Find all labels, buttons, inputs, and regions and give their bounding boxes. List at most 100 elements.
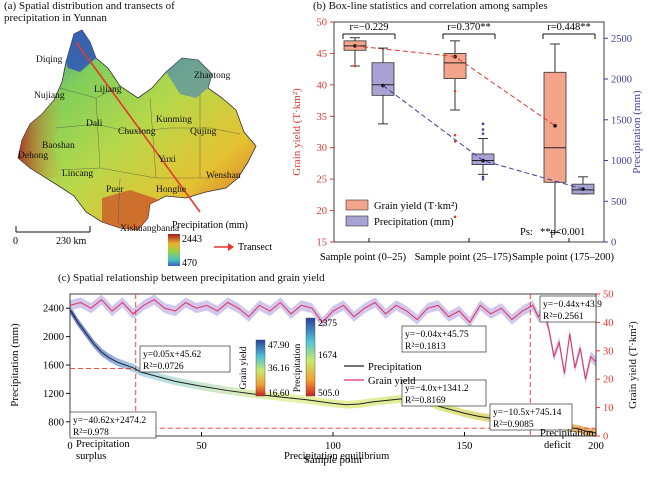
box-outlier <box>453 140 457 143</box>
r-label: r=0.370** <box>447 22 491 33</box>
annotation-5-box <box>489 403 573 431</box>
colorbar-precip-tick: 505.0 <box>318 389 340 399</box>
y-right-tick-label: 0 <box>611 238 616 249</box>
label-zhaotong: Zhaotong <box>194 71 231 81</box>
annotation-3-r2: R²=0.1813 <box>405 342 446 352</box>
box-outlier <box>481 128 485 131</box>
y-right-tick-label: 20 <box>603 375 614 386</box>
label-yuxi: Yuxi <box>158 155 176 165</box>
y-right-tick-label: 2500 <box>611 34 632 45</box>
label-baoshan: Baoshan <box>42 141 75 151</box>
annotation-2-equation: y=−40.62x+2474.2 <box>73 416 146 426</box>
annotation-1-box <box>139 345 231 373</box>
zone-equilibrium: Precipitation equilibrium <box>284 451 389 462</box>
annotation-6-box <box>539 295 597 323</box>
scale-bar-zero: 0 <box>13 236 18 247</box>
legend-title: Precipitation (mm) <box>172 220 248 231</box>
label-honghe: Honghe <box>156 185 186 195</box>
colorbar-grain-label: Grain yield <box>239 346 249 389</box>
transect-line <box>75 41 201 213</box>
y-right-tick-label: 2000 <box>611 75 632 86</box>
northwest-blue-zone <box>66 30 96 72</box>
box-mean <box>581 187 585 191</box>
y-right-tick-label: 1500 <box>611 115 632 126</box>
yunnan-map: Diqing Nujiang Lijiang Zhaotong Dali Kun… <box>13 29 272 269</box>
legend-colorbar <box>168 234 180 266</box>
box-outlier <box>481 175 485 179</box>
zone-deficit-line1: Precipitation <box>540 428 594 439</box>
y-left-tick-label: 30 <box>317 143 328 154</box>
y-left-tick-label: 50 <box>317 18 328 29</box>
box-outlier <box>453 89 457 93</box>
label-lincang: Lincang <box>62 169 93 179</box>
box-outlier <box>481 122 485 126</box>
y-right-label: Grain yield (T·km²) <box>627 321 639 409</box>
label-chuxiong: Chuxiong <box>118 127 156 137</box>
label-puer: Puer <box>106 185 124 195</box>
x-tick-label: Sample point (175–200) <box>512 252 615 263</box>
box-outlier <box>481 177 485 181</box>
label-diqing: Diqing <box>36 55 63 65</box>
label-dehong: Dehong <box>18 151 48 161</box>
mean-trend-line <box>354 45 556 127</box>
x-tick-label: 0 <box>67 441 72 452</box>
y-right-tick-label: 10 <box>603 403 614 414</box>
legend-grain-label: Grain yield <box>368 376 416 387</box>
r-label: r=−0.229 <box>350 22 389 33</box>
zone-deficit-line2: deficit <box>544 440 571 451</box>
box-outlier <box>453 133 457 137</box>
legend-max: 2443 <box>182 234 202 245</box>
place-labels: Diqing Nujiang Lijiang Zhaotong Dali Kun… <box>18 55 241 234</box>
x-tick-label: 100 <box>325 441 341 452</box>
mean-trend-line <box>382 85 584 190</box>
label-nujiang: Nujiang <box>34 91 65 101</box>
y-left-tick-label: 2000 <box>43 332 64 343</box>
northeast-blue-zone <box>166 58 212 98</box>
x-tick-label: 150 <box>457 441 473 452</box>
colorbar-grain-tick: 36.16 <box>268 364 290 374</box>
y-left-tick-label: 25 <box>317 175 328 186</box>
colorbar-precip-tick: 2375 <box>318 319 337 329</box>
y-right-tick-label: 50 <box>603 290 614 301</box>
x-tick-label: 50 <box>196 441 207 452</box>
legend-precip-swatch <box>345 215 369 227</box>
annotation-4-equation: y=−4.0x+1341.2 <box>405 384 469 394</box>
y-right-tick-label: 40 <box>603 318 614 329</box>
label-qujing: Qujing <box>190 127 217 137</box>
y-left-tick-label: 15 <box>317 238 328 249</box>
label-wenshan: Wenshan <box>206 171 241 181</box>
y-left-tick-label: 2400 <box>43 304 64 315</box>
annotation-3-box <box>401 325 487 353</box>
x-tick-label: 200 <box>588 441 604 452</box>
grain-line <box>69 298 597 380</box>
panel-b-chart: 152025303540455005001000150020002500Grai… <box>291 18 643 264</box>
box-iqr <box>371 62 395 96</box>
y-right-tick-label: 500 <box>611 197 627 208</box>
annotation-1-equation: y=0.05x+45.62 <box>143 350 201 360</box>
box-outlier <box>453 215 457 219</box>
zone-surplus-line2: surplus <box>76 451 106 462</box>
annotation-1-r2: R²=0.0726 <box>143 362 184 372</box>
box-outlier <box>481 132 485 135</box>
y-left-tick-label: 800 <box>48 417 64 428</box>
r-label: r=0.448** <box>547 22 591 33</box>
y-right-tick-label: 1000 <box>611 156 632 167</box>
x-axis-label: Sample point <box>304 454 362 466</box>
legend-grain-swatch <box>345 199 369 211</box>
label-kunming: Kunming <box>156 115 192 125</box>
legend-precip-label: Precipitation (mm) <box>374 217 454 228</box>
y-left-tick-label: 1600 <box>43 361 64 372</box>
colorbar-precip <box>305 317 316 397</box>
x-tick-label: Sample point (0–25) <box>320 252 407 263</box>
legend-min: 470 <box>182 258 197 269</box>
label-dali: Dali <box>86 119 103 129</box>
transect-legend-label: Transect <box>238 242 272 253</box>
annotation-2-box <box>69 411 157 439</box>
south-high-zone <box>102 190 160 230</box>
y-left-label: Grain yield (T·km²) <box>291 88 303 176</box>
x-tick-label: Sample point (25–175) <box>415 252 512 263</box>
transect-legend-arrow <box>228 243 234 251</box>
y-left-label: Precipitation (mm) <box>9 323 21 407</box>
panel-b-title: (b) Box-line statistics and correlation … <box>313 0 548 12</box>
